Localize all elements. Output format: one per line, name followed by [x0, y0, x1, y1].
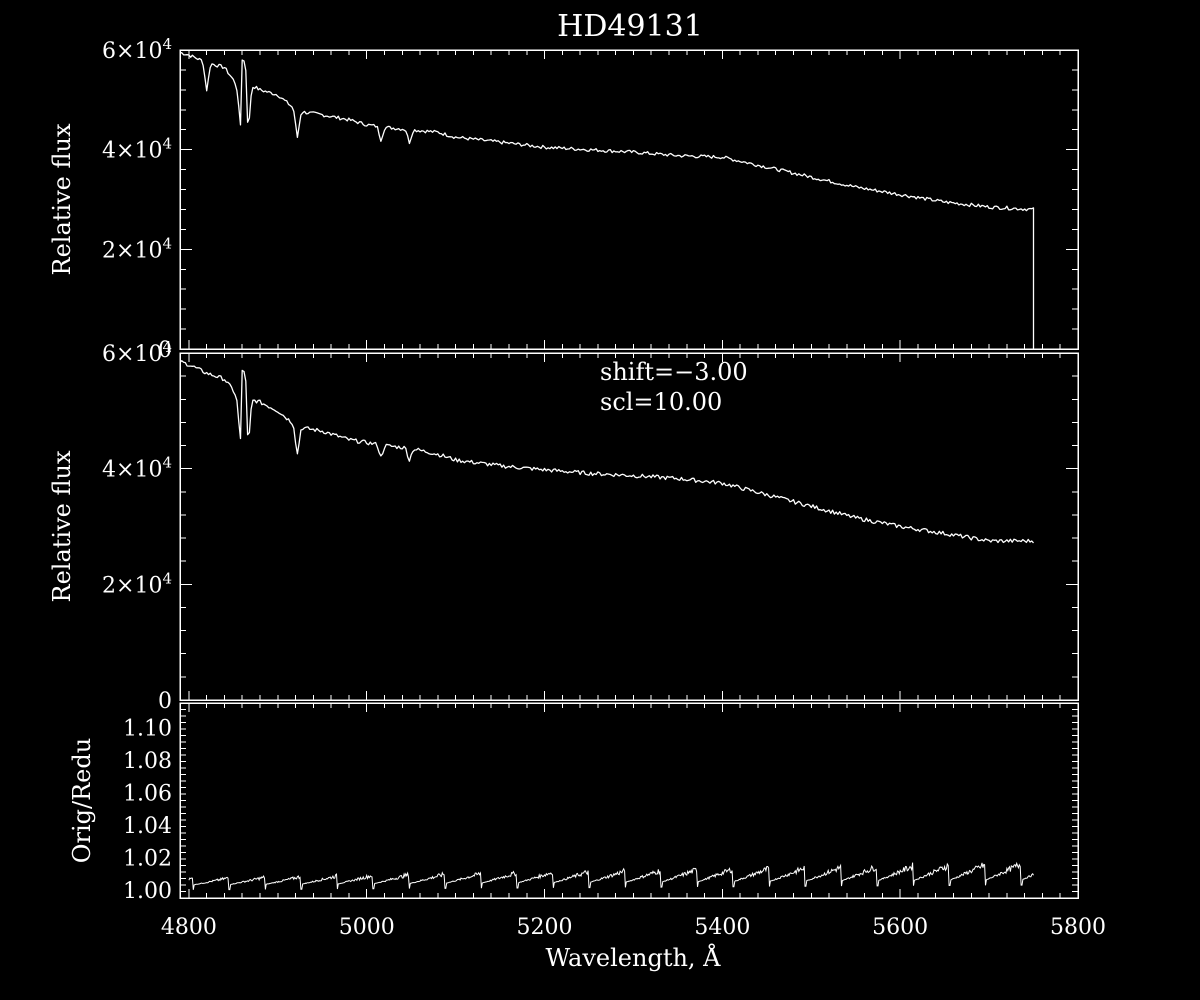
y-tick-label: 1.08	[123, 749, 172, 774]
y-tick-label: 6×104	[102, 338, 172, 367]
y-tick-label: 1.06	[123, 781, 172, 806]
y-tick-label: 1.02	[123, 846, 172, 871]
flux-series-line	[179, 360, 1034, 544]
y-axis-label: Orig/Redu	[68, 738, 96, 863]
y-tick-label: 0	[158, 338, 172, 363]
chart-title: HD49131	[557, 9, 703, 44]
panel-middle: 0 2×104 4×104 6×104 Relative flux	[48, 338, 1079, 714]
y-tick-label: 1.10	[123, 716, 172, 741]
shift-annotation: shift=−3.00	[600, 358, 748, 386]
y-tick-label: 4×104	[102, 135, 172, 164]
x-tick-label: 5000	[339, 915, 395, 940]
y-tick-label: 6×104	[102, 35, 172, 64]
y-tick-label: 1.00	[123, 879, 172, 904]
plot-frame	[179, 702, 1079, 899]
y-tick-label: 1.04	[123, 814, 172, 839]
y-tick-label: 2×104	[102, 234, 172, 263]
x-tick-label: 5400	[694, 915, 750, 940]
x-tick-label: 4800	[161, 915, 217, 940]
scale-annotation: scl=10.00	[600, 388, 722, 416]
y-axis-label: Relative flux	[48, 123, 76, 275]
ratio-series-line	[188, 861, 1034, 891]
flux-series-line	[179, 51, 1035, 349]
panel-bottom: 1.00 1.02 1.04 1.06 1.08 1.10 Orig/Redu 4800 500…	[68, 702, 1106, 940]
x-tick-label: 5600	[872, 915, 928, 940]
x-tick-label: 5800	[1050, 915, 1106, 940]
x-axis-label: Wavelength, Å	[545, 943, 721, 972]
y-tick-label: 4×104	[102, 454, 172, 483]
x-tick-label: 5200	[517, 915, 573, 940]
y-axis-label: Relative flux	[48, 450, 76, 602]
y-tick-label: 2×104	[102, 569, 172, 598]
y-tick-label: 0	[158, 689, 172, 714]
plot-frame	[179, 49, 1079, 350]
plot-frame	[179, 352, 1079, 701]
panel-top: 0 2×104 4×104 6×104 Relative flux	[48, 35, 1079, 363]
